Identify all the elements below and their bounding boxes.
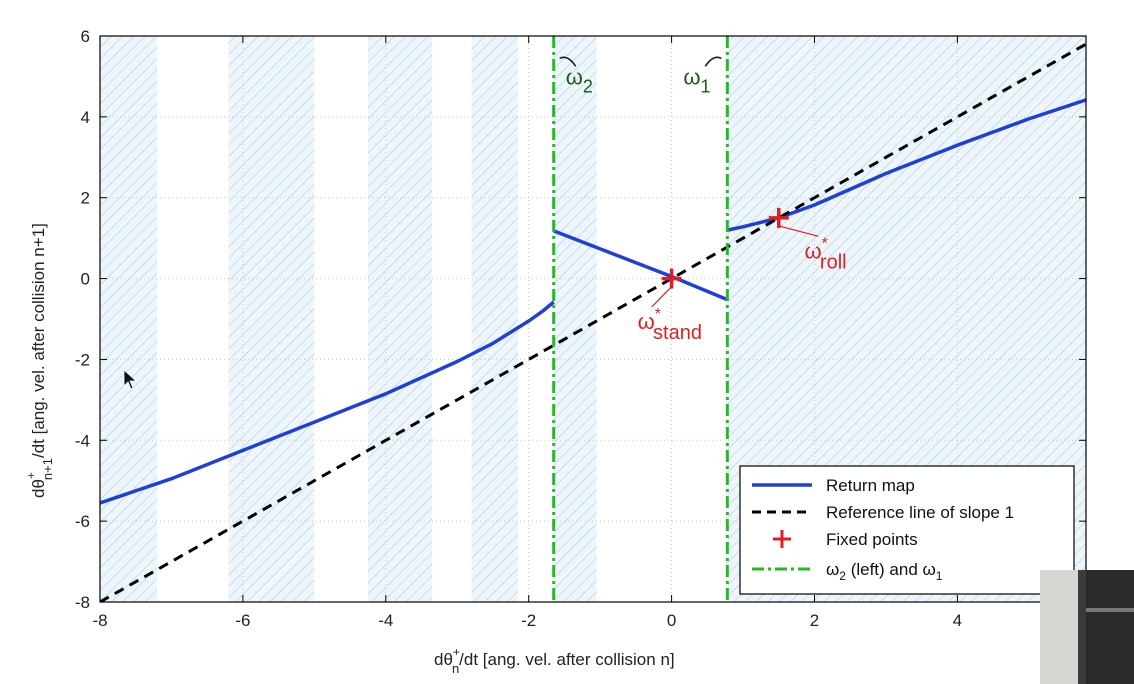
webcam-blackboard [1086, 570, 1134, 684]
legend-swatch-fixed-points [773, 530, 791, 548]
shaded-band-2 [367, 36, 433, 602]
omega2-annotation: ω2 [559, 56, 593, 96]
fixed-point-1 [768, 207, 789, 228]
shaded-band-3 [471, 36, 518, 602]
webcam-overlay [1040, 570, 1134, 684]
omega1-annotation: ω1 [683, 56, 722, 96]
return-map-segment-0 [100, 300, 555, 505]
y-tick-label--4: -4 [75, 431, 90, 450]
legend-box [739, 465, 1075, 595]
x-tick-label--8: -8 [92, 611, 107, 630]
axes-frame [99, 35, 1087, 603]
shaded-band-4 [553, 36, 597, 602]
x-tick-label-2: 2 [810, 611, 819, 630]
omega-stand-annotation: ω* stand [638, 286, 702, 344]
legend-label-reference-line: Reference line of slope 1 [826, 503, 1014, 522]
x-tick-label--2: -2 [521, 611, 536, 630]
plot-series [100, 36, 1086, 602]
svg-text:ω*stand: ω* stand [638, 306, 702, 344]
legend: Return map Reference line of slope 1 Fix… [739, 465, 1075, 595]
svg-text:ω2: ω2 [566, 64, 593, 96]
y-tick-label-6: 6 [81, 27, 90, 46]
shaded-regions [100, 36, 1086, 602]
y-tick-label-4: 4 [81, 108, 90, 127]
return-map-segment-2 [726, 98, 1086, 232]
axis-ticks: -8 -6 -4 -2 0 2 4 -8 -6 -4 -2 0 2 4 6 [75, 27, 1086, 630]
y-tick-label--6: -6 [75, 512, 90, 531]
svg-text:ω1: ω1 [683, 64, 710, 96]
legend-label-return-map: Return map [826, 476, 915, 495]
x-tick-label-0: 0 [667, 611, 676, 630]
svg-text:ω*roll: ω* roll [804, 235, 846, 273]
annotations: ω2 ω1 ω* stand ω* roll [559, 56, 847, 344]
reference-line [100, 42, 1086, 602]
omega-roll-annotation: ω* roll [778, 225, 847, 273]
x-tick-label-4: 4 [953, 611, 962, 630]
legend-label-fixed-points: Fixed points [826, 530, 918, 549]
y-axis-label: dθ+ n+1/dt [ang. vel. after collision n+1… [24, 223, 55, 498]
y-tick-label-0: 0 [81, 270, 90, 289]
shaded-band-0 [100, 36, 158, 602]
webcam-shelf [1086, 608, 1134, 612]
y-tick-label--2: -2 [75, 350, 90, 369]
shaded-band-1 [228, 36, 315, 602]
y-tick-label--8: -8 [75, 593, 90, 612]
webcam-wall [1040, 570, 1078, 684]
mouse-cursor-icon [123, 369, 138, 390]
x-axis-label: dθ+ n/dt [ang. vel. after collision n] [434, 645, 675, 676]
legend-label-omega-lines: ω2 (left) and ω1 [826, 560, 943, 583]
x-tick-label--4: -4 [378, 611, 393, 630]
y-tick-label-2: 2 [81, 189, 90, 208]
x-tick-label--6: -6 [235, 611, 250, 630]
fixed-point-0 [661, 268, 682, 289]
